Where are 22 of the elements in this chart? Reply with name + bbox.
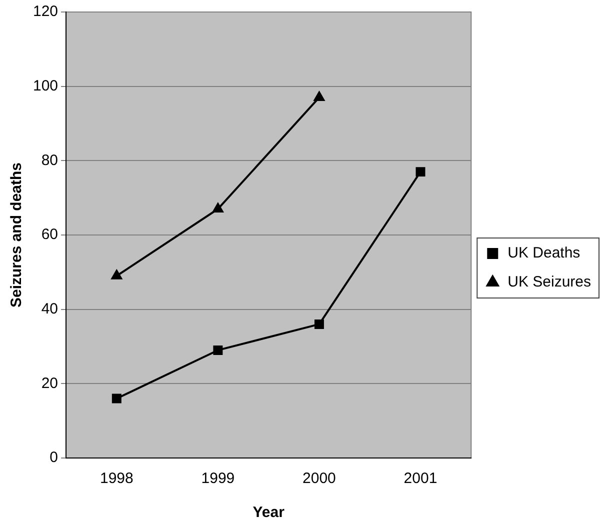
point	[314, 90, 325, 101]
point	[416, 167, 426, 177]
point	[314, 319, 324, 329]
point	[212, 202, 224, 212]
point	[213, 345, 223, 355]
x-tick-label: 2001	[404, 470, 438, 488]
legend-label: UK Seizures	[508, 274, 592, 291]
legend-label: UK Deaths	[508, 244, 580, 262]
x-tick-label: 1999	[201, 470, 235, 488]
x-tick-label: 2000	[302, 470, 336, 488]
y-tick-label: 0	[50, 449, 58, 466]
y-tick-label: 40	[41, 300, 58, 318]
x-axis-title: Year	[252, 504, 285, 522]
y-tick-label: 120	[32, 3, 58, 20]
y-tick-label: 20	[41, 374, 58, 392]
y-tick-label: 60	[41, 226, 58, 244]
point	[112, 394, 122, 404]
x-tick-label: 1998	[100, 470, 134, 488]
y-axis-title: Seizures and deaths	[8, 162, 26, 308]
point	[110, 269, 122, 280]
y-tick-label: 80	[41, 152, 58, 169]
y-tick-label: 100	[32, 77, 58, 94]
